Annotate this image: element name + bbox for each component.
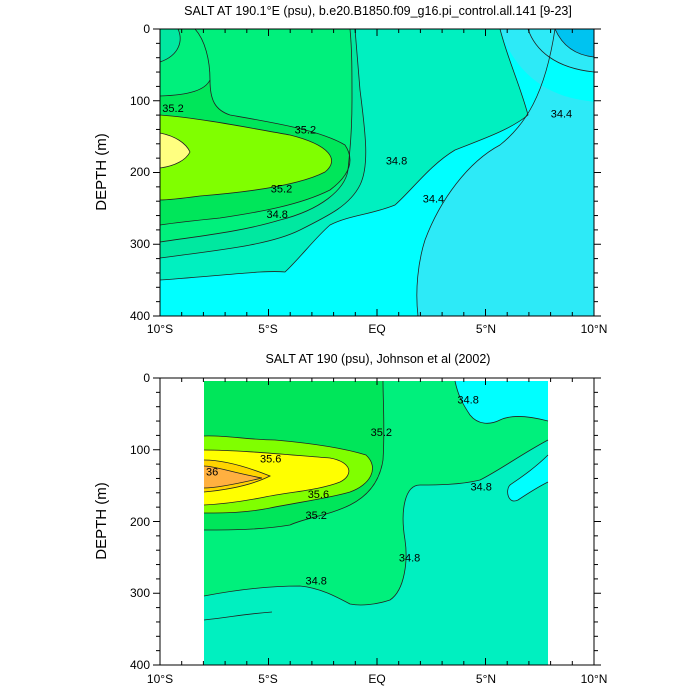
panel1-y-tick-label: 100 [130, 94, 150, 108]
panel1-y-tick-label: 200 [130, 165, 150, 179]
panel2-x-tick-label: EQ [368, 672, 385, 686]
panel2-contour-label: 35.2 [306, 510, 327, 522]
panel2-y-tick-labels: 0 100 200 300 400 [130, 371, 150, 672]
panel2-x-tick-label: 5°N [476, 672, 496, 686]
panel2-contour-line [203, 435, 373, 514]
panel1-contour-label: 34.8 [386, 155, 407, 167]
panel2-y-axis-label: DEPTH (m) [93, 482, 110, 560]
panel2-contour-line [203, 439, 549, 606]
panel1-contour-line [159, 28, 367, 259]
panel2-contour-line [203, 380, 385, 531]
panel2-axis-ticks [153, 377, 601, 666]
panel1-x-tick-label: EQ [368, 322, 385, 336]
panel1-contour-line [527, 28, 595, 73]
panel1-plot: 35.2 35.2 35.2 34.8 34.8 34.4 34.4 [159, 28, 595, 317]
panel2-contour-label: 34.8 [470, 481, 491, 493]
panel1-contour-label: 34.4 [551, 109, 572, 121]
panel1-contour-label: 34.4 [423, 193, 444, 205]
panel2-contour-line [203, 449, 350, 506]
panel2-contour-label: 36 [206, 466, 218, 478]
panel1-band-upper-left [160, 29, 181, 62]
panel2-title: SALT AT 190 (psu), Johnson et al (2002) [266, 352, 491, 366]
panel1-band-34.4 [160, 29, 594, 316]
panel2-band-36-yellow [204, 450, 349, 505]
panel1-contour-label: 35.2 [271, 183, 292, 195]
panel2-x-tick-label: 10°N [581, 672, 608, 686]
panel1-contour-line [159, 28, 181, 63]
panel2-contour-line [507, 454, 549, 502]
panel2-band-34.8-low [455, 381, 548, 424]
panel2-band-core [204, 466, 262, 488]
panel2-y-tick-label: 300 [130, 586, 150, 600]
panel1-y-tick-label: 0 [143, 22, 150, 36]
panel2-contour-label: 34.8 [457, 395, 478, 407]
panel2-contour-line [203, 459, 271, 493]
panel1-y-tick-label: 300 [130, 237, 150, 251]
panel2-contour-labels: 34.8 35.2 35.6 36 35.6 35.2 34.8 34.8 34.8 [206, 395, 492, 588]
panel2-contour-line [454, 380, 549, 424]
panel1-axis-ticks [153, 28, 601, 317]
panel1-contour-line [159, 114, 332, 201]
panel1-contour-line [554, 28, 595, 58]
panel2-x-tick-label: 5°S [258, 672, 277, 686]
panel2-contour-line [203, 611, 273, 621]
panel1-contour-label: 34.8 [266, 209, 287, 221]
panel1-contour-labels: 35.2 35.2 35.2 34.8 34.8 34.4 34.4 [162, 103, 572, 221]
panel1-contour-line [416, 28, 556, 317]
panel1-x-tick-label: 10°S [147, 322, 173, 336]
panel2-x-tick-labels: 10°S 5°S EQ 5°N 10°N [147, 672, 607, 686]
panel1-band-35.6 [160, 115, 332, 200]
panel2-plot: 34.8 35.2 35.6 36 35.6 35.2 34.8 34.8 34.8 [203, 380, 549, 665]
panel2-y-tick-label: 200 [130, 515, 150, 529]
panel2-contour-line [203, 465, 263, 489]
panel2-y-tick-label: 100 [130, 443, 150, 457]
panel1-title: SALT AT 190.1°E (psu), b.e20.B1850.f09_g… [184, 4, 572, 18]
panel2-y-tick-label: 0 [143, 371, 150, 385]
panel2-y-tick-label: 400 [130, 658, 150, 672]
panel1-contour-line [159, 132, 191, 169]
panel2-contour-label: 35.6 [308, 489, 329, 501]
panel1-y-axis-label: DEPTH (m) [93, 133, 110, 211]
panel2-contour-label: 34.8 [399, 552, 420, 564]
panel2-band-34.8-right [507, 455, 548, 502]
panel1-x-tick-label: 5°N [476, 322, 496, 336]
panel1-contour-line [159, 79, 351, 226]
panel1-x-tick-label: 10°N [581, 322, 608, 336]
panel1-contour-line [159, 28, 353, 243]
panel1-contour-label: 35.2 [162, 103, 183, 115]
panel1-x-tick-label: 5°S [258, 322, 277, 336]
panel1-x-tick-labels: 10°S 5°S EQ 5°N 10°N [147, 322, 607, 336]
panel1-band-deep-top [555, 29, 594, 57]
panel1-contour-line [159, 28, 529, 281]
panel2-x-tick-label: 10°S [147, 672, 173, 686]
panel1-y-tick-label: 400 [130, 309, 150, 323]
panel2-contour-label: 34.8 [306, 575, 327, 587]
panel1-contour-label: 35.2 [295, 124, 316, 136]
panel2-contour-label: 35.2 [371, 427, 392, 439]
panel1-y-tick-labels: 0 100 200 300 400 [130, 22, 150, 323]
panel1-band-core [160, 133, 190, 168]
panel2-contour-label: 35.6 [260, 453, 281, 465]
